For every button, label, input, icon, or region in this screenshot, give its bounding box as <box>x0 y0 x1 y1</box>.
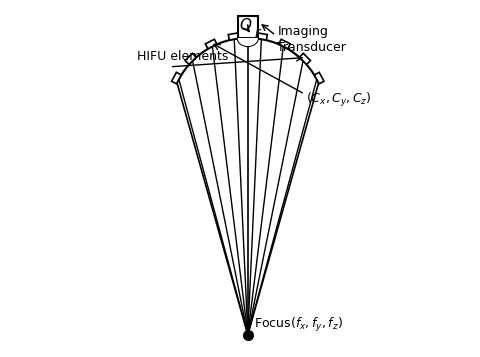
Polygon shape <box>279 39 290 49</box>
Text: r: r <box>255 26 261 40</box>
Text: $(C_x, C_y, C_z)$: $(C_x, C_y, C_z)$ <box>306 91 372 109</box>
Polygon shape <box>172 72 181 84</box>
Polygon shape <box>238 38 258 46</box>
Text: HIFU elements: HIFU elements <box>137 50 228 63</box>
Text: O: O <box>240 18 252 33</box>
Polygon shape <box>314 72 324 84</box>
Bar <box>238 16 258 38</box>
Text: Imaging
Transducer: Imaging Transducer <box>277 25 347 54</box>
Polygon shape <box>185 53 196 64</box>
Text: Focus$(f_x, f_y, f_z)$: Focus$(f_x, f_y, f_z)$ <box>254 316 343 333</box>
Polygon shape <box>228 33 239 40</box>
Polygon shape <box>300 53 311 64</box>
Polygon shape <box>205 39 217 49</box>
Polygon shape <box>256 33 267 40</box>
